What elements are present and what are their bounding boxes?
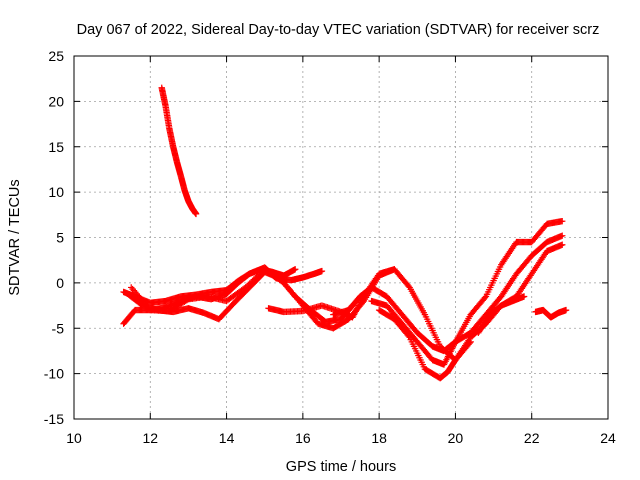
x-tick-label: 16 [295, 430, 311, 446]
axis-ticks: 10 12 14 16 18 20 22 24 -15 -10 -5 0 5 10 15 20 25 [44, 48, 616, 446]
x-tick-label: 14 [219, 430, 235, 446]
y-tick-label: 5 [56, 230, 64, 246]
data-point [562, 306, 570, 314]
data-points [120, 84, 570, 382]
data-point [292, 266, 299, 273]
data-point [481, 294, 489, 301]
chart-title: Day 067 of 2022, Sidereal Day-to-day VTE… [77, 22, 600, 38]
y-tick-label: -15 [44, 411, 64, 427]
data-point [520, 293, 528, 300]
data-point [405, 332, 412, 340]
data-point [559, 217, 566, 225]
x-tick-label: 12 [142, 430, 158, 446]
x-tick-label: 18 [371, 430, 387, 446]
x-tick-label: 22 [524, 430, 540, 446]
data-point [405, 282, 412, 290]
x-axis-label: GPS time / hours [286, 459, 396, 475]
y-tick-label: 25 [48, 48, 64, 64]
data-point [559, 232, 566, 239]
series-arc-7 [330, 232, 566, 355]
series-arc-11 [532, 306, 570, 321]
x-tick-label: 24 [600, 430, 616, 446]
series-arc-10 [475, 293, 528, 336]
data-point [192, 210, 200, 218]
y-tick-label: 20 [48, 93, 64, 109]
y-axis-label: SDTVAR / TECUs [7, 179, 23, 295]
y-tick-label: 10 [48, 184, 64, 200]
y-tick-label: -10 [44, 366, 64, 382]
x-tick-label: 20 [448, 430, 464, 446]
data-point [559, 241, 566, 248]
y-tick-label: 15 [48, 139, 64, 155]
x-tick-label: 10 [66, 430, 82, 446]
series-arc-1 [158, 84, 200, 218]
data-point [318, 267, 326, 275]
y-tick-label: -5 [52, 320, 65, 336]
grid [74, 56, 608, 419]
series-arc-8 [368, 217, 566, 368]
y-tick-label: 0 [56, 275, 64, 291]
